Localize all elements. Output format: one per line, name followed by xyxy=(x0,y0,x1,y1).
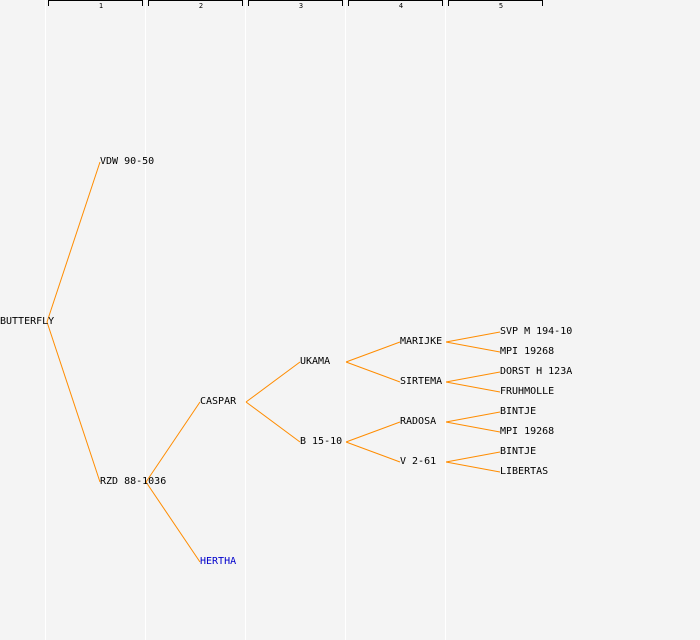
edge xyxy=(145,401,201,483)
node-gen5-svp[interactable]: SVP M 194-10 xyxy=(500,326,573,337)
generation-number: 1 xyxy=(98,2,104,10)
generation-header-3 xyxy=(248,0,343,6)
generation-number: 5 xyxy=(498,2,504,10)
node-gen3-ukama[interactable]: UKAMA xyxy=(300,356,331,367)
node-gen5-dorst[interactable]: DORST H 123A xyxy=(500,366,573,377)
generation-header-4 xyxy=(348,0,443,6)
edge xyxy=(345,421,401,443)
edge xyxy=(445,451,501,463)
edge xyxy=(445,331,501,343)
generation-header-2 xyxy=(148,0,243,6)
edge xyxy=(345,441,401,463)
node-gen5-bintje1[interactable]: BINTJE xyxy=(500,406,537,417)
node-dam-sire[interactable]: CASPAR xyxy=(200,396,237,407)
edge xyxy=(245,401,301,443)
node-root[interactable]: BUTTERFLY xyxy=(0,316,55,327)
generation-header-5 xyxy=(448,0,543,6)
edge xyxy=(445,381,501,393)
edge xyxy=(445,341,501,353)
edge xyxy=(445,371,501,383)
node-sire[interactable]: VDW 90-50 xyxy=(100,156,155,167)
generation-number: 4 xyxy=(398,2,404,10)
edge xyxy=(46,161,101,323)
edge xyxy=(445,461,501,473)
node-gen3-b1510[interactable]: B 15-10 xyxy=(300,436,343,447)
node-gen4-marijke[interactable]: MARIJKE xyxy=(400,336,443,347)
edge xyxy=(445,411,501,423)
edge xyxy=(445,421,501,433)
node-gen5-bintje2[interactable]: BINTJE xyxy=(500,446,537,457)
generation-divider xyxy=(145,0,146,640)
node-gen5-libertas[interactable]: LIBERTAS xyxy=(500,466,549,477)
edge xyxy=(345,361,401,383)
generation-number: 3 xyxy=(298,2,304,10)
edge xyxy=(46,321,101,483)
edge xyxy=(145,481,201,563)
node-gen5-fruhmolle[interactable]: FRUHMOLLE xyxy=(500,386,555,397)
node-gen4-v261[interactable]: V 2-61 xyxy=(400,456,437,467)
generation-divider xyxy=(445,0,446,640)
node-dam-dam[interactable]: HERTHA xyxy=(200,556,237,567)
node-gen5-mpi2[interactable]: MPI 19268 xyxy=(500,426,555,437)
generation-divider xyxy=(45,0,46,640)
node-gen4-sirtema[interactable]: SIRTEMA xyxy=(400,376,443,387)
generation-number: 2 xyxy=(198,2,204,10)
generation-header-1 xyxy=(48,0,143,6)
node-gen5-mpi1[interactable]: MPI 19268 xyxy=(500,346,555,357)
node-gen4-radosa[interactable]: RADOSA xyxy=(400,416,437,427)
generation-divider xyxy=(345,0,346,640)
edge xyxy=(245,361,301,403)
generation-divider xyxy=(245,0,246,640)
edge xyxy=(345,341,401,363)
node-dam[interactable]: RZD 88-1036 xyxy=(100,476,167,487)
